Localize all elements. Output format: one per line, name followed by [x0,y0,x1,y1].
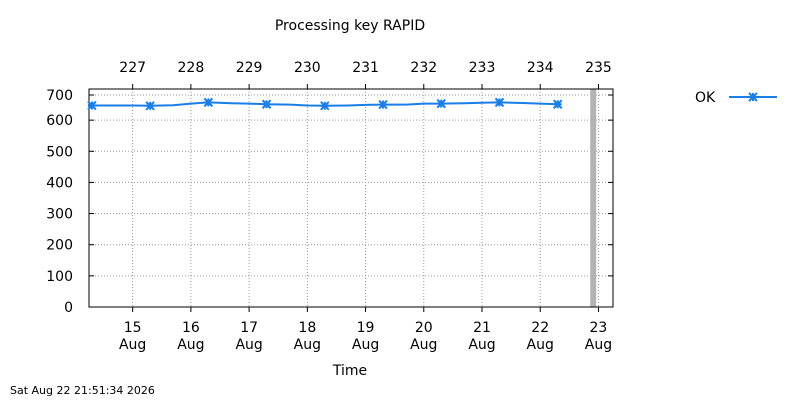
x-tick-label-month: Aug [527,337,554,353]
top-tick-label: 231 [352,60,379,76]
series-point [320,101,330,111]
x-tick-label-month: Aug [410,337,437,353]
timestamp: Sat Aug 22 21:51:34 2026 [10,384,155,397]
plot-frame [88,88,614,308]
marker-stroke [203,97,214,108]
x-tick-label-month: Aug [235,337,262,353]
x-tick-label-month: Aug [177,337,204,353]
series-point [145,101,155,111]
y-tick-label: 600 [46,113,73,129]
series-point [378,99,388,110]
y-tick-label: 400 [46,175,73,191]
series-point [87,100,97,111]
marker-stroke [494,97,505,108]
marker-stroke [436,98,446,109]
marker-stroke [378,99,388,110]
x-tick-label-day: 23 [590,320,608,336]
y-tick-label: 200 [46,238,73,254]
y-tick-label: 0 [64,300,73,316]
x-tick-label-day: 21 [473,320,491,336]
series-point [436,98,446,109]
top-tick-label: 233 [469,60,496,76]
marker-stroke [87,100,97,111]
series-point [494,97,505,108]
top-tick-label: 234 [527,60,554,76]
x-tick-label-month: Aug [119,337,146,353]
top-tick-label: 235 [585,60,612,76]
legend: OK [695,90,777,106]
legend-marker [748,92,758,102]
y-tick-label: 100 [46,269,73,285]
x-tick-label-day: 18 [298,320,316,336]
y-tick-label: 700 [46,88,73,104]
x-tick-label-day: 20 [415,320,433,336]
x-tick-label-day: 22 [531,320,549,336]
y-tick-label: 500 [46,144,73,160]
marker-stroke [145,101,155,111]
top-tick-label: 227 [119,60,146,76]
x-axis-title: Time [332,363,367,379]
series-point [203,97,214,108]
top-tick-label: 232 [410,60,437,76]
grid [89,89,613,307]
x-tick-label-day: 17 [240,320,258,336]
marker-stroke [552,99,563,109]
now-marker-band [590,89,597,307]
x-tick-label-month: Aug [585,337,612,353]
x-tick-label-day: 19 [357,320,375,336]
marker-stroke [320,101,330,111]
series-point [552,99,563,109]
x-tick-label-day: 16 [182,320,200,336]
chart-title: Processing key RAPID [275,18,425,34]
series-point [261,99,272,109]
legend-label: OK [695,90,716,106]
top-tick-label: 229 [236,60,263,76]
top-tick-label: 228 [178,60,205,76]
series-layer [87,97,563,111]
top-tick-label: 230 [294,60,321,76]
x-tick-label-day: 15 [124,320,142,336]
y-tick-label: 300 [46,207,73,223]
marker-stroke [748,92,758,102]
x-tick-label-month: Aug [468,337,495,353]
legend-marker-star [748,92,758,102]
now-marker [590,89,597,307]
marker-stroke [261,99,272,109]
axis-ticks: 010020030040050060070015Aug16Aug17Aug18A… [46,60,613,353]
x-tick-label-month: Aug [294,337,321,353]
x-tick-label-month: Aug [352,337,379,353]
